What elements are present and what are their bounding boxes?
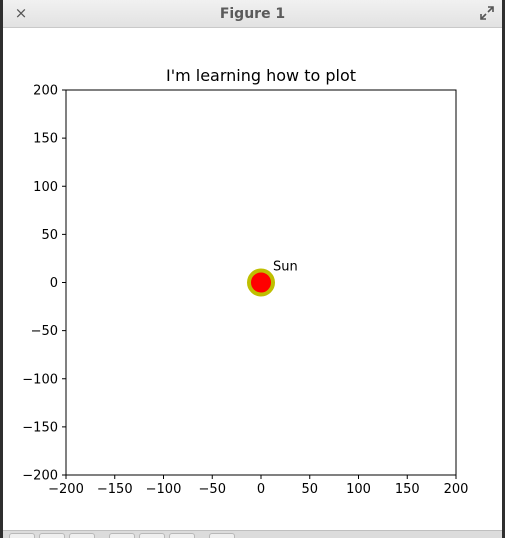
maximize-icon[interactable]	[478, 4, 496, 22]
x-tick-label: 150	[395, 482, 420, 497]
y-tick-label: 100	[33, 180, 58, 195]
forward-icon[interactable]	[69, 533, 95, 538]
figure-canvas[interactable]: I'm learning how to plot −200 −150 −100 −50…	[3, 28, 502, 530]
sun-marker	[247, 268, 275, 297]
y-tick-label: −50	[31, 324, 58, 339]
y-tick-label: 200	[33, 84, 58, 99]
save-icon[interactable]	[209, 533, 235, 538]
y-tick-label: −100	[22, 372, 58, 387]
configure-icon[interactable]	[169, 533, 195, 538]
close-icon[interactable]: ×	[14, 4, 28, 22]
x-tick-label: 50	[301, 482, 318, 497]
x-tick-label: −150	[97, 482, 133, 497]
y-tick-label: 50	[41, 228, 58, 243]
home-icon[interactable]	[9, 533, 35, 538]
point-label: Sun	[273, 260, 298, 275]
title-bar[interactable]: × Figure 1	[3, 0, 502, 28]
pan-icon[interactable]	[109, 533, 135, 538]
plot-title: I'm learning how to plot	[165, 66, 357, 85]
x-tick-label: 200	[444, 482, 469, 497]
y-tick-label: 0	[50, 276, 58, 291]
y-tick-label: 150	[33, 132, 58, 147]
plot-area[interactable]: −200 −150 −100 −50 0 50 100 150 200 −200 −150 −100 −…	[3, 28, 502, 530]
y-tick-label: −200	[22, 469, 58, 484]
x-tick-label: −50	[199, 482, 226, 497]
x-tick-label: −200	[48, 482, 84, 497]
window-title: Figure 1	[219, 6, 286, 22]
x-tick-label: −100	[146, 482, 182, 497]
y-tick-label: −150	[22, 420, 58, 435]
back-icon[interactable]	[39, 533, 65, 538]
x-tick-label: 100	[346, 482, 371, 497]
x-tick-label: 0	[257, 482, 265, 497]
navigation-toolbar	[3, 530, 502, 538]
zoom-icon[interactable]	[139, 533, 165, 538]
